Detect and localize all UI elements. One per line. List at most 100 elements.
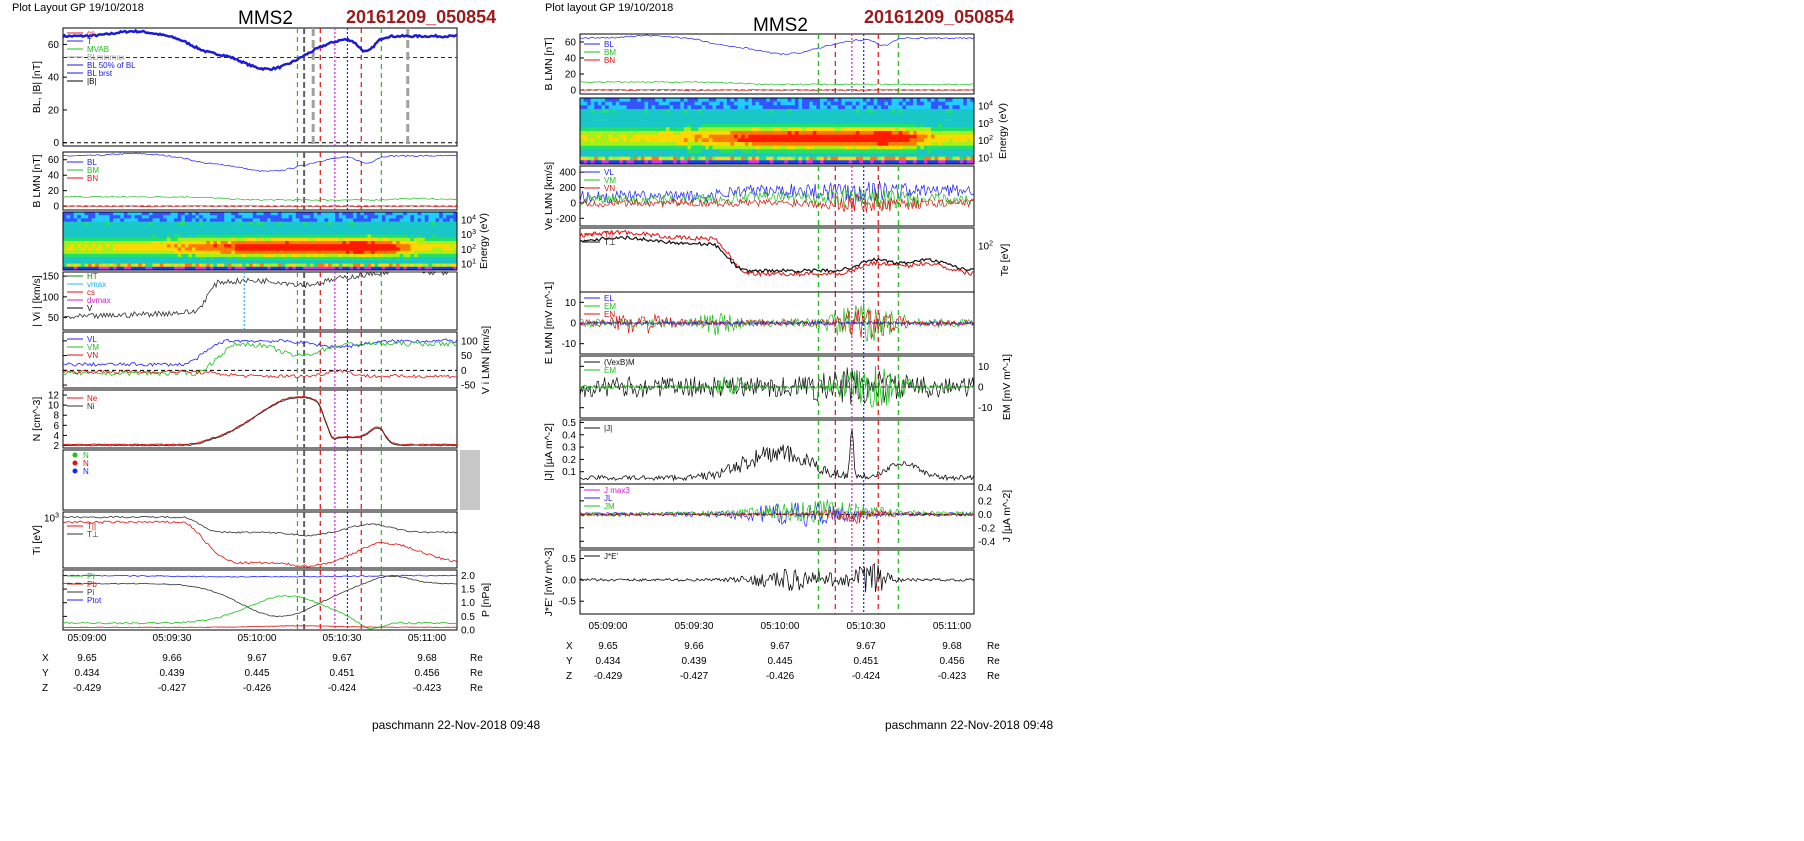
spectrogram-cell bbox=[313, 257, 318, 261]
spectrogram-cell bbox=[859, 153, 864, 158]
spectrogram-cell bbox=[834, 131, 839, 136]
spectrogram-cell bbox=[777, 116, 782, 121]
spectrogram-cell bbox=[895, 98, 900, 103]
spectrogram-cell bbox=[453, 250, 458, 255]
spectrogram-cell bbox=[748, 127, 753, 132]
spectrogram-cell bbox=[123, 247, 128, 252]
spectrogram-cell bbox=[870, 127, 875, 132]
spectrogram-cell bbox=[676, 142, 681, 147]
spectrogram-cell bbox=[138, 237, 143, 242]
spectrogram-cell bbox=[217, 221, 222, 226]
spectrogram-cell bbox=[966, 142, 971, 147]
spectrogram-cell bbox=[453, 253, 458, 258]
spectrogram-cell bbox=[805, 127, 810, 132]
spectrogram-cell bbox=[106, 228, 111, 232]
spectrogram-cell bbox=[191, 221, 196, 226]
spectrogram-cell bbox=[417, 260, 422, 264]
spectrogram-cell bbox=[909, 153, 914, 158]
spectrogram-cell bbox=[127, 215, 132, 219]
spectrogram-cell bbox=[780, 98, 785, 103]
spectrogram-cell bbox=[256, 241, 261, 245]
spectrogram-cell bbox=[106, 224, 111, 229]
spectrogram-cell bbox=[716, 142, 721, 147]
spectrogram-cell bbox=[63, 260, 68, 264]
spectrogram-cell bbox=[396, 257, 401, 261]
spectrogram-cell bbox=[199, 221, 204, 226]
spectrogram-cell bbox=[719, 109, 724, 114]
spectrogram-cell bbox=[683, 123, 688, 128]
spectrogram-cell bbox=[794, 138, 799, 143]
spectrogram-cell bbox=[184, 218, 189, 223]
spectrogram-cell bbox=[948, 109, 953, 114]
spectrogram-cell bbox=[773, 153, 778, 158]
panel-frame bbox=[579, 549, 975, 615]
spectrogram-cell bbox=[335, 224, 340, 229]
bn-series-line bbox=[62, 205, 458, 207]
spectrogram-cell bbox=[141, 244, 146, 248]
spectrogram-cell bbox=[863, 120, 868, 125]
spectrogram-cell bbox=[206, 241, 211, 245]
spectrogram-cell bbox=[744, 153, 749, 158]
spectrogram-cell bbox=[371, 244, 376, 248]
spectrogram-cell bbox=[931, 134, 936, 139]
spectrogram-cell bbox=[891, 138, 896, 143]
spectrogram-cell bbox=[439, 241, 444, 245]
spectrogram-cell bbox=[288, 231, 293, 235]
spectrogram-cell bbox=[626, 160, 631, 165]
y-tick-label: 102 bbox=[978, 135, 993, 147]
spectrogram-cell bbox=[612, 105, 617, 110]
spectrogram-cell bbox=[630, 134, 635, 139]
spectrogram-cell bbox=[388, 212, 393, 216]
spectrogram-cell bbox=[378, 231, 383, 235]
spectrogram-cell bbox=[399, 260, 404, 264]
spectrogram-cell bbox=[220, 218, 225, 223]
spectrogram-cell bbox=[285, 241, 290, 245]
spectrogram-cell bbox=[780, 153, 785, 158]
spectrogram-cell bbox=[303, 212, 308, 216]
spectrogram-cell bbox=[777, 134, 782, 139]
spectrogram-cell bbox=[952, 123, 957, 128]
spectrogram-cell bbox=[263, 234, 268, 239]
spectrogram-cell bbox=[644, 105, 649, 110]
spectrogram-cell bbox=[597, 138, 602, 143]
spectrogram-cell bbox=[159, 215, 164, 219]
spectrogram-cell bbox=[191, 215, 196, 219]
spectrogram-cell bbox=[356, 237, 361, 242]
spectrogram-cell bbox=[723, 138, 728, 143]
spectrogram-cell bbox=[766, 145, 771, 150]
spectrogram-cell bbox=[156, 260, 161, 264]
ephemeris-value: 0.445 bbox=[767, 656, 792, 667]
spectrogram-cell bbox=[338, 253, 343, 258]
spectrogram-cell bbox=[920, 116, 925, 121]
spectrogram-cell bbox=[762, 105, 767, 110]
spectrogram-cell bbox=[149, 218, 154, 223]
legend-label: Ne bbox=[87, 394, 98, 403]
spectrogram-cell bbox=[270, 221, 275, 226]
spectrogram-cell bbox=[403, 241, 408, 245]
spectrogram-cell bbox=[777, 160, 782, 165]
spectrogram-cell bbox=[199, 263, 204, 268]
spectrogram-cell bbox=[852, 156, 857, 161]
spectrogram-cell bbox=[227, 253, 232, 258]
spectrogram-cell bbox=[751, 123, 756, 128]
spectrogram-cell bbox=[292, 247, 297, 252]
spectrogram-cell bbox=[371, 224, 376, 229]
y-tick-label: 60 bbox=[48, 40, 60, 51]
spectrogram-cell bbox=[170, 250, 175, 255]
spectrogram-cell bbox=[676, 112, 681, 117]
spectrogram-cell bbox=[70, 263, 75, 268]
spectrogram-cell bbox=[691, 149, 696, 154]
spectrogram-cell bbox=[615, 127, 620, 132]
spectrogram-cell bbox=[741, 156, 746, 161]
spectrogram-cell bbox=[723, 101, 728, 106]
spectrogram-cell bbox=[966, 156, 971, 161]
spectrogram-cell bbox=[374, 253, 379, 258]
spectrogram-cell bbox=[956, 116, 961, 121]
spectrogram-cell bbox=[238, 218, 243, 223]
spectrogram-cell bbox=[655, 127, 660, 132]
spectrogram-cell bbox=[109, 260, 114, 264]
spectrogram-cell bbox=[873, 134, 878, 139]
y-tick-label: 0.5 bbox=[562, 418, 576, 429]
spectrogram-cell bbox=[371, 231, 376, 235]
spectrogram-cell bbox=[213, 234, 218, 239]
